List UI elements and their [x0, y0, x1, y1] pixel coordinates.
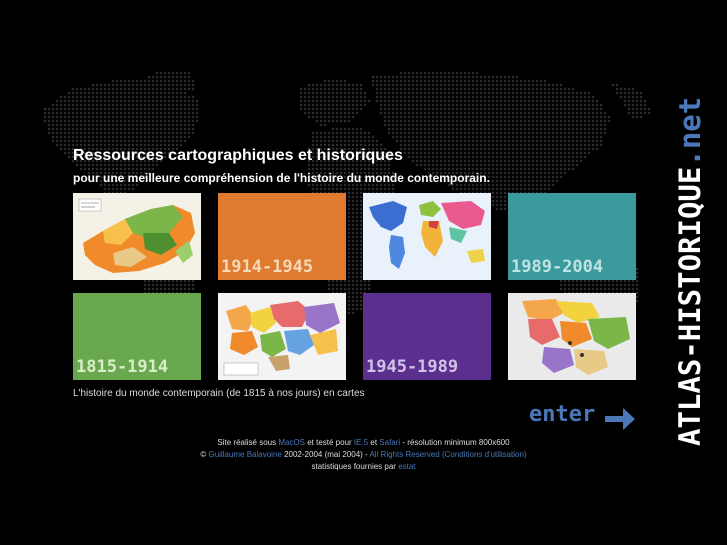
tile-label: 1989-2004 [511, 257, 604, 277]
footer-line-2: © Guillaume Balavoine 2002-2004 (mai 200… [0, 450, 727, 459]
estat-link[interactable]: estat [398, 462, 416, 471]
world-map-icon [363, 193, 491, 280]
rights-link[interactable]: All Rights Reserved (Conditions d'utilis… [369, 450, 527, 459]
europe-map-icon [218, 293, 346, 380]
tile-1914-1945[interactable]: 1914-1945 [218, 193, 346, 280]
tile-balkans-map[interactable] [508, 293, 636, 380]
tile-label: 1914-1945 [221, 257, 314, 277]
site-caption: L'histoire du monde contemporain (de 181… [73, 388, 365, 399]
footer-text: Site réalisé sous [217, 438, 279, 447]
ie5-link[interactable]: IE.5 [353, 438, 369, 447]
enter-button[interactable]: enter [527, 402, 639, 436]
footer-text: statistiques fournies par [311, 462, 399, 471]
south-africa-map-icon [73, 193, 201, 280]
footer-text: et [368, 438, 380, 447]
footer-text: © [200, 450, 209, 459]
tile-1815-1914[interactable]: 1815-1914 [73, 293, 201, 380]
macos-link[interactable]: MacOS [278, 438, 305, 447]
page-subtitle: pour une meilleure compréhension de l'hi… [73, 171, 490, 185]
tile-label: 1815-1914 [76, 357, 169, 377]
tile-europe-map[interactable] [218, 293, 346, 380]
author-link[interactable]: Guillaume Balavoine [208, 450, 282, 459]
footer-text: 2002-2004 (mai 2004) - [281, 450, 370, 459]
tile-world-map[interactable] [363, 193, 491, 280]
logo-domain: .net [673, 96, 707, 167]
tile-label: 1945-1989 [366, 357, 459, 377]
footer-text: et testé pour [305, 438, 354, 447]
footer-line-3: statistiques fournies par estat [0, 462, 727, 471]
site-logo: ATLAS-HISTORIQUE.net [673, 97, 707, 446]
page-title: Ressources cartographiques et historique… [73, 147, 403, 164]
tile-south-africa-map[interactable] [73, 193, 201, 280]
tile-1989-2004[interactable]: 1989-2004 [508, 193, 636, 280]
footer-line-1: Site réalisé sous MacOS et testé pour IE… [0, 438, 727, 447]
arrow-right-icon [605, 408, 635, 430]
balkans-map-icon [508, 293, 636, 380]
footer-text: - résolution minimum 800x600 [400, 438, 510, 447]
logo-name: ATLAS-HISTORIQUE [673, 166, 707, 446]
safari-link[interactable]: Safari [379, 438, 401, 447]
enter-label: enter [529, 402, 596, 427]
tile-1945-1989[interactable]: 1945-1989 [363, 293, 491, 380]
